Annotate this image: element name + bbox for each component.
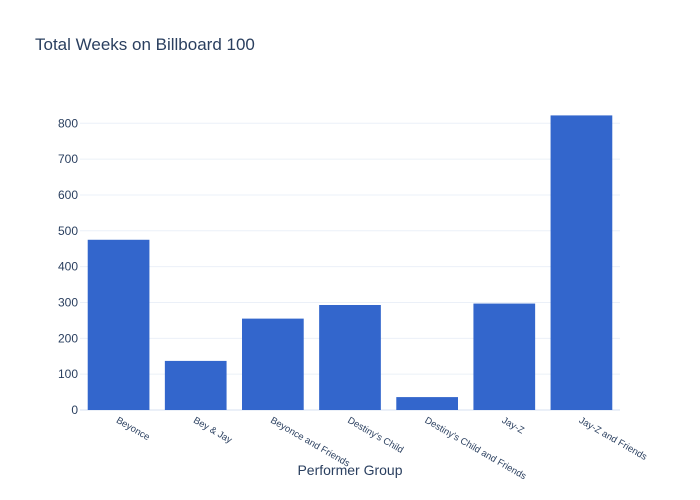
bar	[164, 360, 227, 410]
bars	[87, 115, 613, 411]
chart-title: Total Weeks on Billboard 100	[35, 35, 255, 54]
bar	[550, 115, 613, 411]
x-tick-label: Jay-Z and Friends	[577, 415, 649, 463]
y-tick-label: 500	[58, 224, 78, 238]
bar	[242, 318, 304, 410]
x-tick-label: Beyonce	[114, 415, 152, 443]
x-axis-title: Performer Group	[297, 462, 402, 478]
y-tick-label: 100	[58, 367, 78, 381]
y-tick-label: 300	[58, 295, 78, 309]
y-axis-ticks: 0 100 200 300 400 500 600 700 800	[58, 116, 78, 417]
y-tick-label: 700	[58, 152, 78, 166]
y-tick-label: 800	[58, 116, 78, 130]
bar	[473, 303, 536, 410]
y-tick-label: 600	[58, 188, 78, 202]
x-tick-label: Jay-Z	[500, 415, 526, 436]
y-tick-label: 0	[71, 403, 78, 417]
y-tick-label: 400	[58, 260, 78, 274]
bar	[396, 397, 458, 410]
bar	[319, 304, 381, 410]
x-tick-label: Bey & Jay	[191, 415, 234, 446]
x-tick-label: Destiny's Child	[346, 415, 406, 456]
y-tick-label: 200	[58, 331, 78, 345]
bar	[87, 239, 150, 410]
